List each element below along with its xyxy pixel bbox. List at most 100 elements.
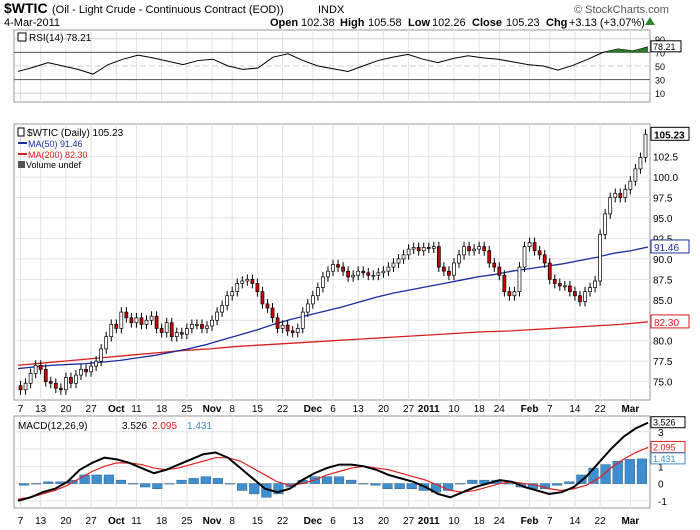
candle-down	[69, 377, 73, 384]
candle-up	[512, 291, 517, 297]
candle-up	[190, 324, 194, 329]
rsi-legend-swatch	[17, 32, 27, 42]
candle-up	[351, 274, 356, 278]
x-tick-label: 10	[448, 404, 460, 415]
candle-down	[255, 283, 260, 292]
ma200-value-tag	[650, 314, 690, 329]
macd-histogram-bar	[346, 479, 357, 484]
candle-up	[149, 315, 154, 321]
candle-up	[74, 374, 78, 384]
chg-value: +3.13 (+3.07%)	[569, 17, 645, 29]
price-legend-swatch	[17, 127, 25, 137]
price-tick-label: 80.0	[653, 337, 673, 348]
candle-down	[139, 317, 144, 325]
candle-down	[557, 283, 562, 287]
candle-down	[542, 254, 547, 264]
candle-up	[164, 322, 169, 333]
candle-up	[603, 213, 608, 235]
macd-histogram-bar	[140, 483, 151, 488]
price-tick-label: 97.5	[653, 194, 673, 205]
ma200-value-tag-text: 82.30	[654, 318, 679, 329]
rsi-tick-label: 90	[655, 35, 665, 45]
candle-down	[537, 250, 542, 256]
x-tick-label: Oct	[108, 516, 125, 527]
candle-up	[305, 303, 310, 313]
x-tick-label: 13	[35, 516, 47, 527]
x-tick-label: Mar	[621, 516, 639, 527]
x-tick-label: 18	[156, 516, 168, 527]
price-tick-label: 102.5	[653, 153, 678, 164]
ma50-value-tag-text: 91.46	[654, 243, 679, 254]
candle-down	[482, 246, 487, 252]
open-value: 102.38	[301, 17, 335, 29]
candle-up	[205, 325, 209, 329]
candle-up	[215, 311, 219, 321]
candle-down	[346, 270, 350, 278]
x-tick-label: 22	[277, 516, 289, 527]
candle-up	[623, 189, 628, 198]
candle-down	[179, 332, 184, 335]
macd-histogram-bar	[358, 483, 369, 485]
x-tick-label: 20	[378, 516, 390, 527]
candle-up	[300, 311, 305, 329]
candle-up	[371, 274, 376, 277]
macd-histogram-bar	[624, 459, 635, 484]
ma200-legend-label: MA(200) 82.30	[28, 150, 88, 160]
candle-up	[109, 324, 114, 337]
candle-up	[462, 246, 466, 256]
price-tick-label: 95.0	[653, 214, 673, 225]
macd-tick-label: 0	[658, 480, 664, 491]
ma200-line	[17, 321, 649, 366]
x-tick-label: 15	[252, 516, 264, 527]
candle-up	[245, 279, 250, 282]
date-label: 4-Mar-2011	[4, 17, 60, 29]
x-tick-label: 13	[353, 516, 365, 527]
macd-histogram-bar	[467, 479, 478, 484]
candle-up	[321, 276, 325, 288]
volume-legend-swatch	[18, 161, 25, 168]
x-tick-label: 11	[131, 516, 142, 527]
candle-down	[285, 324, 290, 332]
x-tick-label: 18	[474, 516, 486, 527]
x-tick-label: 6	[330, 404, 336, 415]
x-tick-label: 22	[595, 516, 607, 527]
macd-layer	[17, 421, 649, 502]
candle-down	[129, 317, 134, 324]
macd-histogram-bar	[273, 483, 284, 495]
candle-down	[114, 324, 119, 329]
candle-up	[225, 295, 230, 306]
candle-up	[240, 280, 245, 284]
candle-up	[316, 287, 320, 297]
candle-up	[144, 319, 149, 325]
histogram-value-tag-text: 1.431	[653, 454, 676, 464]
macd-histogram-bar	[212, 478, 223, 484]
x-tick-label: 2011	[418, 404, 440, 415]
x-tick-label: 25	[181, 404, 193, 415]
x-tick-label: 18	[474, 404, 486, 415]
candle-up	[401, 254, 406, 260]
price-tick-label: 77.5	[653, 357, 673, 368]
x-tick-label: 27	[86, 516, 98, 527]
x-tick-label: 6	[330, 516, 336, 527]
x-tick-label: Nov	[203, 516, 222, 527]
candle-down	[507, 291, 512, 297]
candle-down	[124, 311, 129, 319]
candle-up	[184, 328, 189, 335]
candle-up	[28, 373, 33, 384]
macd-histogram-bar	[600, 464, 611, 484]
symbol-description: (Oil - Light Crude - Continuous Contract…	[52, 4, 284, 16]
candle-up	[593, 280, 597, 288]
macd-histogram-bar	[237, 483, 248, 491]
macd-line	[17, 421, 649, 502]
candle-up	[220, 305, 224, 313]
macd-histogram-bar	[115, 479, 127, 484]
axis-layer: 102.5100.097.595.092.590.087.585.082.580…	[18, 35, 690, 527]
price-tick-label: 100.0	[653, 173, 678, 184]
close-label: Close	[472, 17, 502, 29]
macd-legend-v3: 1.431	[187, 421, 212, 432]
high-value: 105.58	[368, 17, 402, 29]
candle-down	[487, 250, 492, 264]
macd-value-tag	[650, 416, 686, 429]
x-tick-label: 20	[60, 516, 72, 527]
x-tick-label: 22	[595, 404, 607, 415]
